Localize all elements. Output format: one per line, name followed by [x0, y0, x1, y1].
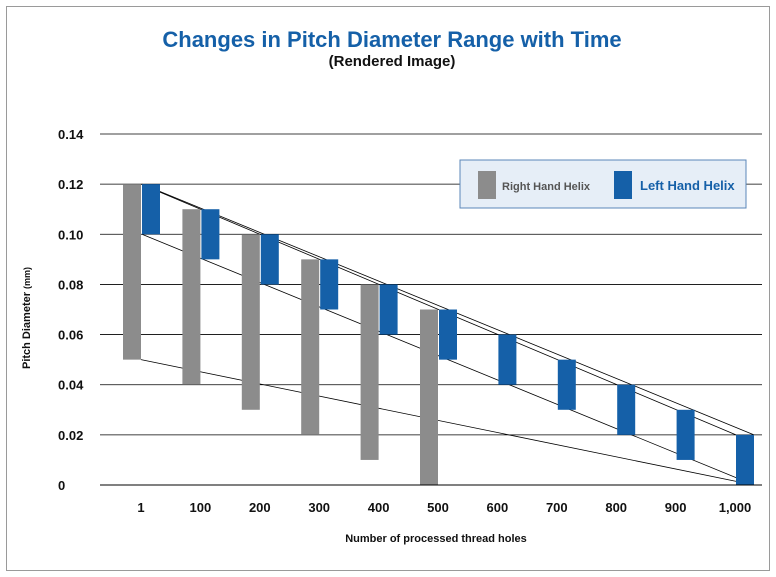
bar-left-hand-helix	[320, 259, 339, 310]
bar-right-hand-helix	[360, 284, 379, 460]
bar-marks	[123, 184, 754, 485]
y-tick-label: 0.02	[58, 428, 83, 443]
y-tick-label: 0.12	[58, 177, 83, 192]
x-tick-label: 900	[665, 500, 687, 515]
bar-left-hand-helix	[142, 184, 160, 235]
legend-swatch-right-hand	[478, 171, 496, 199]
x-tick-label: 200	[249, 500, 271, 515]
y-axis-label-unit: (mm)	[22, 267, 32, 289]
y-tick-label: 0.06	[58, 328, 83, 343]
y-tick-label: 0	[58, 478, 65, 493]
bar-left-hand-helix	[617, 384, 636, 435]
x-tick-label: 800	[605, 500, 627, 515]
bar-left-hand-helix	[439, 309, 457, 360]
bar-left-hand-helix	[260, 234, 279, 285]
bar-right-hand-helix	[420, 309, 438, 485]
x-tick-label: 400	[368, 500, 390, 515]
x-tick-label: 600	[487, 500, 509, 515]
y-axis-label: Pitch Diameter (mm)	[21, 267, 33, 369]
bar-right-hand-helix	[301, 259, 320, 435]
chart-title: Changes in Pitch Diameter Range with Tim…	[162, 27, 621, 52]
y-axis-label-main: Pitch Diameter	[21, 291, 33, 369]
bar-left-hand-helix	[498, 334, 517, 385]
y-tick-label: 0.04	[58, 378, 84, 393]
bar-right-hand-helix	[241, 234, 260, 410]
bar-left-hand-helix	[201, 209, 220, 260]
x-tick-label: 300	[308, 500, 330, 515]
x-tick-labels: 1 100 200 300 400 500 600 700 800 900 1,000	[137, 500, 751, 515]
bar-right-hand-helix	[123, 184, 141, 360]
legend-label-left-hand: Left Hand Helix	[640, 178, 735, 193]
y-tick-label: 0.10	[58, 227, 83, 242]
bar-left-hand-helix	[736, 434, 754, 485]
y-tick-label: 0.08	[58, 277, 83, 292]
bar-left-hand-helix	[379, 284, 398, 335]
bar-left-hand-helix	[557, 359, 576, 410]
legend: Right Hand Helix Left Hand Helix	[459, 159, 747, 209]
x-axis-label: Number of processed thread holes	[345, 533, 527, 545]
legend-swatch-left-hand	[614, 171, 632, 199]
chart-subtitle: (Rendered Image)	[329, 53, 456, 70]
guide-line-gray-top	[140, 183, 737, 436]
x-tick-label: 1,000	[719, 500, 752, 515]
legend-label-right-hand: Right Hand Helix	[502, 181, 591, 193]
bar-right-hand-helix	[182, 209, 201, 385]
x-tick-label: 100	[190, 500, 212, 515]
y-tick-labels: 0 0.02 0.04 0.06 0.08 0.10 0.12 0.14	[58, 127, 84, 493]
legend-box	[459, 159, 747, 209]
x-tick-label: 500	[427, 500, 449, 515]
y-tick-label: 0.14	[58, 127, 84, 142]
guide-line-gray-bottom	[140, 359, 755, 486]
x-tick-label: 1	[137, 500, 144, 515]
bar-left-hand-helix	[676, 409, 695, 460]
x-tick-label: 700	[546, 500, 568, 515]
